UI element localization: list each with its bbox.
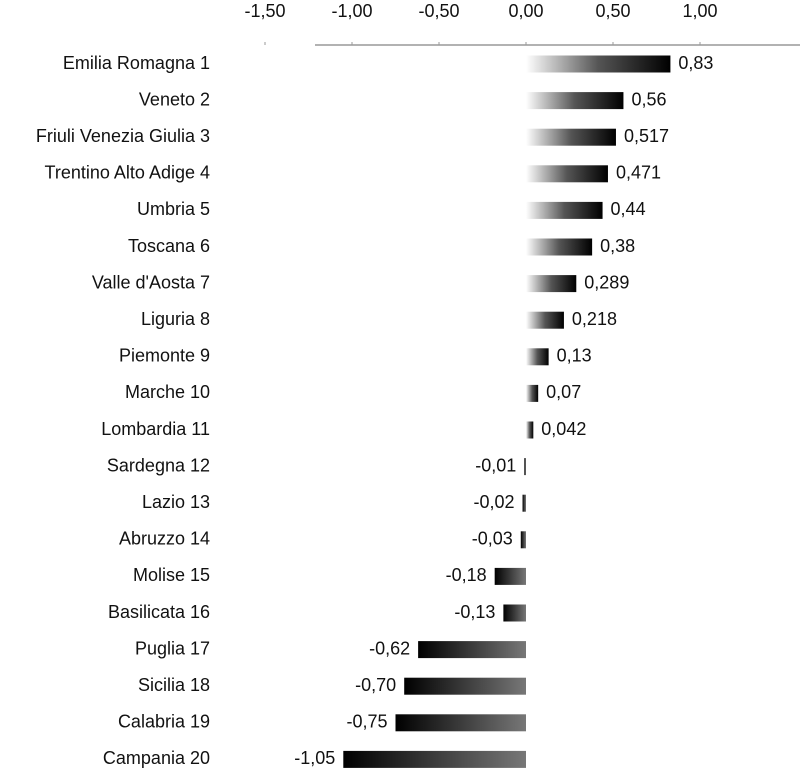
bar bbox=[395, 714, 526, 732]
y-tick-label: Calabria 19 bbox=[118, 712, 210, 732]
x-tick-label: -0,50 bbox=[418, 1, 459, 21]
bar bbox=[343, 750, 526, 768]
y-tick-label: Lazio 13 bbox=[142, 492, 210, 512]
value-label: 0,56 bbox=[631, 89, 666, 109]
value-label: -0,70 bbox=[355, 675, 396, 695]
bar bbox=[520, 531, 526, 549]
bar bbox=[524, 458, 526, 476]
x-tick-label: 0,00 bbox=[508, 1, 543, 21]
x-tick-label: 1,00 bbox=[682, 1, 717, 21]
value-label: -0,01 bbox=[475, 455, 516, 475]
value-label: 0,517 bbox=[624, 126, 669, 146]
value-label: 0,471 bbox=[616, 163, 661, 183]
value-label: 0,042 bbox=[541, 419, 586, 439]
y-tick-label: Molise 15 bbox=[133, 565, 210, 585]
value-label: -0,18 bbox=[446, 565, 487, 585]
value-label: 0,13 bbox=[557, 346, 592, 366]
value-label: -1,05 bbox=[294, 748, 335, 768]
bar bbox=[526, 55, 671, 73]
y-tick-label: Lombardia 11 bbox=[101, 419, 210, 439]
y-tick-label: Friuli Venezia Giulia 3 bbox=[36, 126, 210, 146]
x-tick-label: -1,00 bbox=[331, 1, 372, 21]
bar bbox=[404, 677, 526, 695]
value-label: 0,38 bbox=[600, 236, 635, 256]
y-tick-label: Abruzzo 14 bbox=[119, 529, 210, 549]
bar bbox=[526, 275, 577, 293]
bar bbox=[522, 494, 526, 512]
y-tick-label: Marche 10 bbox=[125, 382, 210, 402]
y-tick-label: Sicilia 18 bbox=[138, 675, 210, 695]
x-tick-label: 0,50 bbox=[595, 1, 630, 21]
y-tick-label: Valle d'Aosta 7 bbox=[92, 272, 210, 292]
bar bbox=[494, 567, 526, 585]
bar bbox=[526, 348, 549, 366]
bar bbox=[418, 641, 526, 659]
value-label: -0,02 bbox=[473, 492, 514, 512]
y-tick-label: Toscana 6 bbox=[128, 236, 210, 256]
x-tick-label: -1,50 bbox=[244, 1, 285, 21]
y-tick-label: Piemonte 9 bbox=[119, 346, 210, 366]
bar bbox=[526, 165, 608, 183]
value-label: -0,13 bbox=[454, 602, 495, 622]
value-label: 0,83 bbox=[678, 53, 713, 73]
value-label: -0,75 bbox=[346, 712, 387, 732]
y-tick-label: Emilia Romagna 1 bbox=[63, 53, 210, 73]
y-tick-label: Trentino Alto Adige 4 bbox=[45, 163, 210, 183]
bar bbox=[503, 604, 526, 622]
y-tick-label: Campania 20 bbox=[103, 748, 210, 768]
bar bbox=[526, 92, 624, 110]
y-tick-label: Basilicata 16 bbox=[108, 602, 210, 622]
y-tick-label: Veneto 2 bbox=[139, 89, 210, 109]
bar bbox=[526, 201, 603, 219]
value-label: -0,03 bbox=[472, 529, 513, 549]
bar bbox=[526, 238, 593, 256]
y-tick-label: Puglia 17 bbox=[135, 638, 210, 658]
value-label: 0,218 bbox=[572, 309, 617, 329]
bar bbox=[526, 384, 539, 402]
y-tick-label: Umbria 5 bbox=[137, 199, 210, 219]
y-tick-label: Liguria 8 bbox=[141, 309, 210, 329]
bar bbox=[526, 421, 534, 439]
bar bbox=[526, 128, 616, 146]
y-tick-label: Sardegna 12 bbox=[107, 455, 210, 475]
value-label: 0,44 bbox=[611, 199, 646, 219]
value-label: -0,62 bbox=[369, 638, 410, 658]
value-label: 0,289 bbox=[584, 272, 629, 292]
bar bbox=[526, 311, 564, 329]
value-label: 0,07 bbox=[546, 382, 581, 402]
